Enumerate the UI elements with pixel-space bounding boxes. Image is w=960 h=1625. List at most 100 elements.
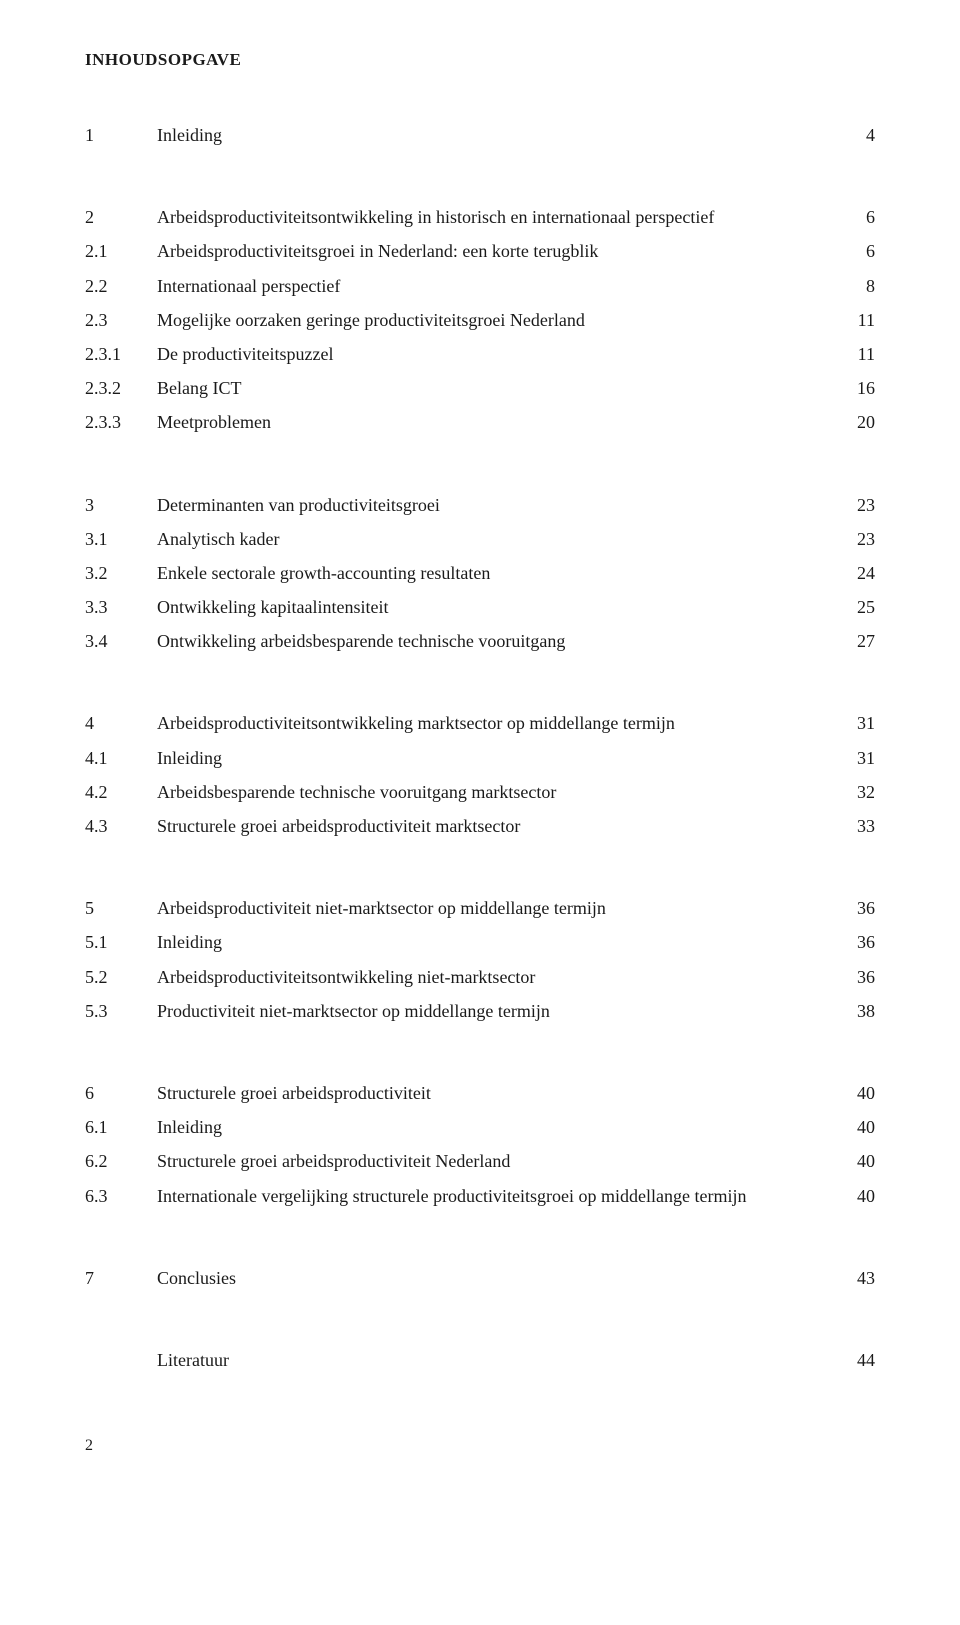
toc-entry-title: Structurele groei arbeidsproductiviteit …	[157, 1144, 825, 1178]
toc-entry-number: 5	[85, 891, 157, 925]
toc-row: 3.3Ontwikkeling kapitaalintensiteit25	[85, 590, 875, 624]
toc-entry-title: Structurele groei arbeidsproductiviteit	[157, 1076, 825, 1110]
toc-row: 3.1Analytisch kader23	[85, 522, 875, 556]
toc-section: 5Arbeidsproductiviteit niet-marktsector …	[85, 891, 875, 1028]
toc-entry-number: 4	[85, 706, 157, 740]
toc-entry-title: Determinanten van productiviteitsgroei	[157, 488, 825, 522]
toc-entry-number: 2.3.3	[85, 405, 157, 439]
toc-row: Literatuur44	[85, 1343, 875, 1377]
toc-section: 4Arbeidsproductiviteitsontwikkeling mark…	[85, 706, 875, 843]
toc-row: 2.3.3Meetproblemen20	[85, 405, 875, 439]
toc-entry-page: 20	[825, 405, 875, 439]
toc-entry-number: 2	[85, 200, 157, 234]
toc-heading: INHOUDSOPGAVE	[85, 50, 875, 70]
toc-entry-page: 36	[825, 891, 875, 925]
toc-entry-page: 38	[825, 994, 875, 1028]
toc-entry-title: Productiviteit niet-marktsector op midde…	[157, 994, 825, 1028]
toc-row: 2.2Internationaal perspectief8	[85, 269, 875, 303]
toc-entry-number: 7	[85, 1261, 157, 1295]
toc-entry-title: Inleiding	[157, 1110, 825, 1144]
toc-entry-number: 2.3	[85, 303, 157, 337]
toc-row: 6Structurele groei arbeidsproductiviteit…	[85, 1076, 875, 1110]
toc-entry-title: Meetproblemen	[157, 405, 825, 439]
toc-entry-title: De productiviteitspuzzel	[157, 337, 825, 371]
toc-row: 3.4Ontwikkeling arbeidsbesparende techni…	[85, 624, 875, 658]
toc-entry-number: 3.2	[85, 556, 157, 590]
toc-entry-page: 6	[825, 200, 875, 234]
toc-entry-page: 40	[825, 1144, 875, 1178]
toc-entry-page: 23	[825, 488, 875, 522]
toc-entry-page: 6	[825, 234, 875, 268]
toc-entry-title: Ontwikkeling arbeidsbesparende technisch…	[157, 624, 825, 658]
toc-entry-number: 3.4	[85, 624, 157, 658]
toc-entry-number: 5.1	[85, 925, 157, 959]
toc-entry-title: Conclusies	[157, 1261, 825, 1295]
toc-entry-title: Structurele groei arbeidsproductiviteit …	[157, 809, 825, 843]
toc-row: 4.2Arbeidsbesparende technische vooruitg…	[85, 775, 875, 809]
toc-entry-page: 27	[825, 624, 875, 658]
toc-section: 3Determinanten van productiviteitsgroei2…	[85, 488, 875, 659]
toc-entry-page: 4	[825, 118, 875, 152]
toc-row: 2.3.1De productiviteitspuzzel11	[85, 337, 875, 371]
toc-row: 2Arbeidsproductiviteitsontwikkeling in h…	[85, 200, 875, 234]
toc-entry-title: Ontwikkeling kapitaalintensiteit	[157, 590, 825, 624]
toc-entry-number: 2.3.2	[85, 371, 157, 405]
toc-entry-page: 11	[825, 337, 875, 371]
toc-entry-page: 32	[825, 775, 875, 809]
toc-entry-page: 36	[825, 960, 875, 994]
toc-row: 4.3Structurele groei arbeidsproductivite…	[85, 809, 875, 843]
toc-row: 5.1Inleiding36	[85, 925, 875, 959]
toc-section: 6Structurele groei arbeidsproductiviteit…	[85, 1076, 875, 1213]
toc-row: 3Determinanten van productiviteitsgroei2…	[85, 488, 875, 522]
toc-entry-number: 5.3	[85, 994, 157, 1028]
toc-entry-number: 6	[85, 1076, 157, 1110]
toc-row: 1Inleiding4	[85, 118, 875, 152]
toc-row: 6.2Structurele groei arbeidsproductivite…	[85, 1144, 875, 1178]
toc-entry-page: 16	[825, 371, 875, 405]
toc-entry-page: 40	[825, 1076, 875, 1110]
toc-row: 2.1Arbeidsproductiviteitsgroei in Nederl…	[85, 234, 875, 268]
toc-entry-page: 40	[825, 1110, 875, 1144]
toc-entry-title: Arbeidsproductiviteit niet-marktsector o…	[157, 891, 825, 925]
toc-entry-page: 31	[825, 706, 875, 740]
toc-entry-number: 4.1	[85, 741, 157, 775]
toc-entry-number: 6.3	[85, 1179, 157, 1213]
toc-entry-page: 40	[825, 1179, 875, 1213]
page-number: 2	[85, 1437, 875, 1455]
toc-entry-number: 1	[85, 118, 157, 152]
toc-entry-title: Belang ICT	[157, 371, 825, 405]
toc-entry-title: Enkele sectorale growth-accounting resul…	[157, 556, 825, 590]
toc-entry-title: Internationale vergelijking structurele …	[157, 1179, 825, 1213]
toc-body: 1Inleiding42Arbeidsproductiviteitsontwik…	[85, 118, 875, 1377]
toc-row: 2.3Mogelijke oorzaken geringe productivi…	[85, 303, 875, 337]
toc-entry-title: Mogelijke oorzaken geringe productivitei…	[157, 303, 825, 337]
toc-section: 7Conclusies43	[85, 1261, 875, 1295]
toc-entry-title: Arbeidsproductiviteitsontwikkeling in hi…	[157, 200, 825, 234]
toc-entry-title: Inleiding	[157, 741, 825, 775]
toc-row: 6.3Internationale vergelijking structure…	[85, 1179, 875, 1213]
toc-entry-title: Inleiding	[157, 118, 825, 152]
toc-row: 4.1Inleiding31	[85, 741, 875, 775]
toc-row: 5.3Productiviteit niet-marktsector op mi…	[85, 994, 875, 1028]
toc-entry-number: 5.2	[85, 960, 157, 994]
toc-row: 5Arbeidsproductiviteit niet-marktsector …	[85, 891, 875, 925]
toc-entry-number: 3	[85, 488, 157, 522]
toc-entry-number: 2.1	[85, 234, 157, 268]
toc-entry-page: 11	[825, 303, 875, 337]
toc-entry-title: Arbeidsbesparende technische vooruitgang…	[157, 775, 825, 809]
toc-entry-number: 3.3	[85, 590, 157, 624]
toc-entry-number: 2.3.1	[85, 337, 157, 371]
toc-section: 1Inleiding4	[85, 118, 875, 152]
toc-row: 7Conclusies43	[85, 1261, 875, 1295]
toc-entry-number: 4.3	[85, 809, 157, 843]
toc-entry-number: 3.1	[85, 522, 157, 556]
toc-entry-page: 31	[825, 741, 875, 775]
toc-entry-page: 36	[825, 925, 875, 959]
toc-entry-title: Internationaal perspectief	[157, 269, 825, 303]
toc-entry-title: Literatuur	[157, 1343, 825, 1377]
toc-entry-number: 6.2	[85, 1144, 157, 1178]
toc-entry-title: Arbeidsproductiviteitsontwikkeling niet-…	[157, 960, 825, 994]
toc-entry-title: Analytisch kader	[157, 522, 825, 556]
toc-row: 4Arbeidsproductiviteitsontwikkeling mark…	[85, 706, 875, 740]
toc-entry-number: 6.1	[85, 1110, 157, 1144]
